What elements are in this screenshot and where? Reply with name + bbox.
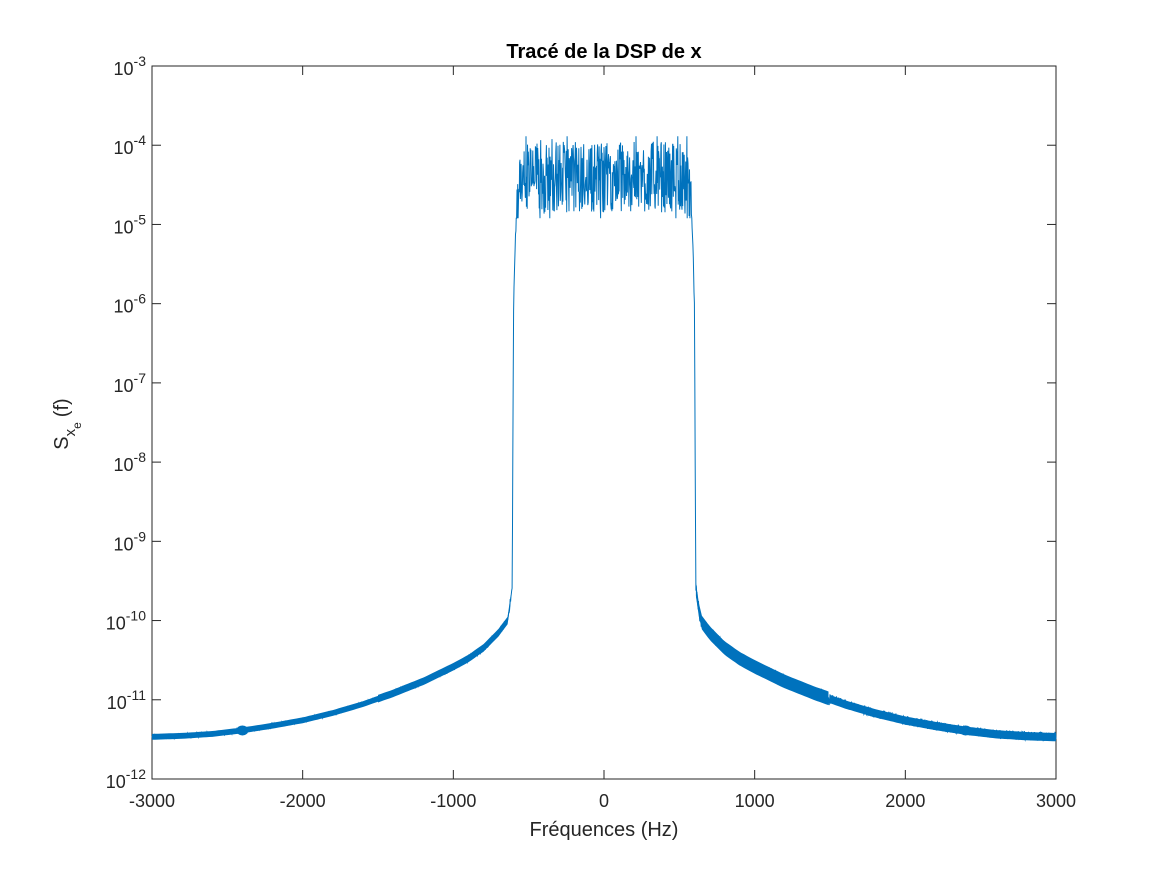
y-axis-label-sub1: x <box>62 428 79 436</box>
y-tick-label-2: 10-10 <box>106 608 146 634</box>
y-axis-label: Sxe (f) <box>51 398 84 449</box>
y-tick-label-3: 10-9 <box>114 528 147 554</box>
x-tick-label-0: -3000 <box>129 791 175 811</box>
y-axis-label-sub2: e <box>70 422 84 429</box>
stopband-band-right-near <box>695 582 829 706</box>
ticks-layer <box>151 65 1057 780</box>
x-tick-label-1: -2000 <box>280 791 326 811</box>
stopband-band-left <box>152 695 378 740</box>
y-axis-label-main: S <box>51 436 73 449</box>
y-tick-label-5: 10-7 <box>114 370 147 396</box>
y-tick-label-0: 10-12 <box>106 766 146 792</box>
y-tick-label-4: 10-8 <box>114 449 147 475</box>
x-tick-label-5: 2000 <box>885 791 925 811</box>
x-tick-labels: -3000 -2000 -1000 0 1000 2000 3000 <box>129 791 1076 811</box>
y-tick-label-6: 10-6 <box>114 291 147 317</box>
svg-text:Sxe(f): Sxe (f) <box>51 398 84 449</box>
marker-point-0 <box>236 725 249 736</box>
y-tick-label-9: 10-3 <box>114 53 147 79</box>
y-axis-label-tail: (f) <box>51 398 73 417</box>
y-tick-label-1: 10-11 <box>107 687 146 713</box>
y-tick-label-8: 10-4 <box>114 132 147 158</box>
stopband-band-right <box>830 694 1056 742</box>
y-tick-label-7: 10-5 <box>114 211 147 237</box>
x-tick-label-6: 3000 <box>1036 791 1076 811</box>
plot-area <box>151 65 1057 780</box>
stopband-band-left-near <box>378 595 511 703</box>
marker-point-1 <box>959 725 972 736</box>
x-tick-label-4: 1000 <box>735 791 775 811</box>
y-tick-labels: 10-12 10-11 10-10 10-9 10-8 10-7 10-6 10-5 10-4 1… <box>106 53 146 792</box>
chart-title: Tracé de la DSP de x <box>506 41 701 63</box>
x-tick-label-2: -1000 <box>430 791 476 811</box>
x-axis-label: Fréquences (Hz) <box>530 819 679 841</box>
x-tick-label-3: 0 <box>599 791 609 811</box>
series-layer <box>151 136 1057 742</box>
